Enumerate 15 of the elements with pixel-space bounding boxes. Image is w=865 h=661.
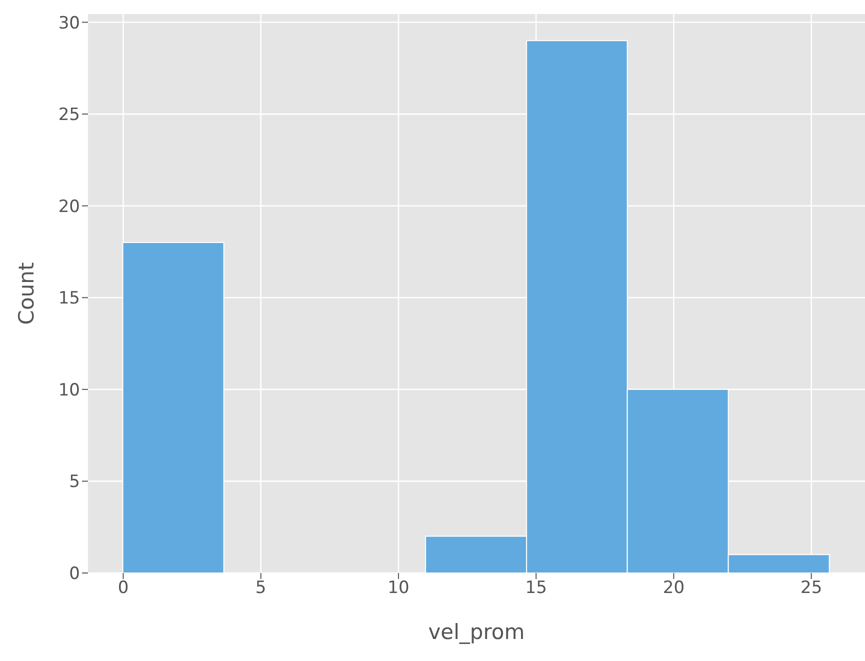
x-tick-label: 20 [662, 578, 685, 598]
x-tick-label: 15 [525, 578, 547, 598]
y-axis-title: Count [14, 262, 38, 325]
y-tick-label: 30 [58, 13, 80, 34]
y-tick-label: 20 [58, 196, 80, 217]
x-tick-label: 5 [255, 578, 266, 598]
x-tick-label: 0 [118, 578, 129, 598]
x-tick-label: 10 [388, 578, 410, 598]
x-tick-label: 25 [800, 578, 822, 598]
y-tick-label: 0 [69, 564, 80, 584]
y-tick-label: 10 [58, 380, 80, 400]
y-tick-label: 5 [69, 472, 80, 492]
y-tick-label: 25 [58, 105, 80, 126]
y-tick-label: 15 [58, 288, 80, 309]
x-axis-title: vel_prom [428, 620, 525, 644]
